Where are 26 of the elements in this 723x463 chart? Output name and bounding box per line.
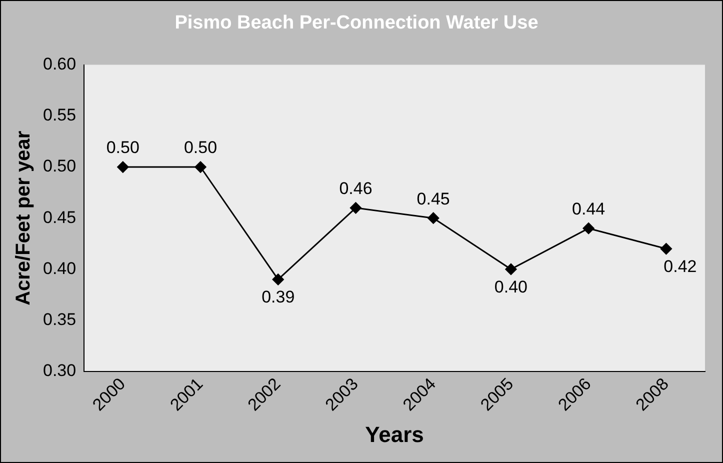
point	[660, 243, 672, 255]
y-tick-label: 0.30	[42, 361, 76, 380]
data-label: 0.46	[339, 179, 372, 198]
data-label: 0.39	[262, 288, 295, 307]
data-label: 0.50	[106, 138, 140, 158]
data-label: 0.42	[664, 256, 697, 276]
point	[428, 212, 440, 224]
y-tick-label: 0.45	[42, 208, 76, 227]
data-label: 0.45	[416, 189, 450, 208]
y-tick-label: 0.35	[42, 310, 76, 330]
point	[272, 274, 284, 286]
data-label: 0.40	[494, 277, 528, 296]
chart-title: Pismo Beach Per-Connection Water Use	[174, 12, 538, 34]
y-tick-label: 0.55	[42, 106, 76, 125]
x-axis-title: Years	[365, 422, 424, 447]
point	[194, 161, 206, 173]
y-tick-label: 0.40	[42, 258, 76, 278]
point	[350, 202, 362, 214]
y-axis-title: Acre/Feet per year	[12, 130, 35, 306]
y-tick-label: 0.60	[42, 54, 76, 74]
y-tick-label: 0.50	[42, 156, 76, 176]
data-label: 0.50	[184, 138, 218, 158]
point	[505, 263, 517, 275]
point	[582, 222, 594, 234]
data-label: 0.44	[572, 200, 606, 219]
point	[117, 161, 129, 173]
